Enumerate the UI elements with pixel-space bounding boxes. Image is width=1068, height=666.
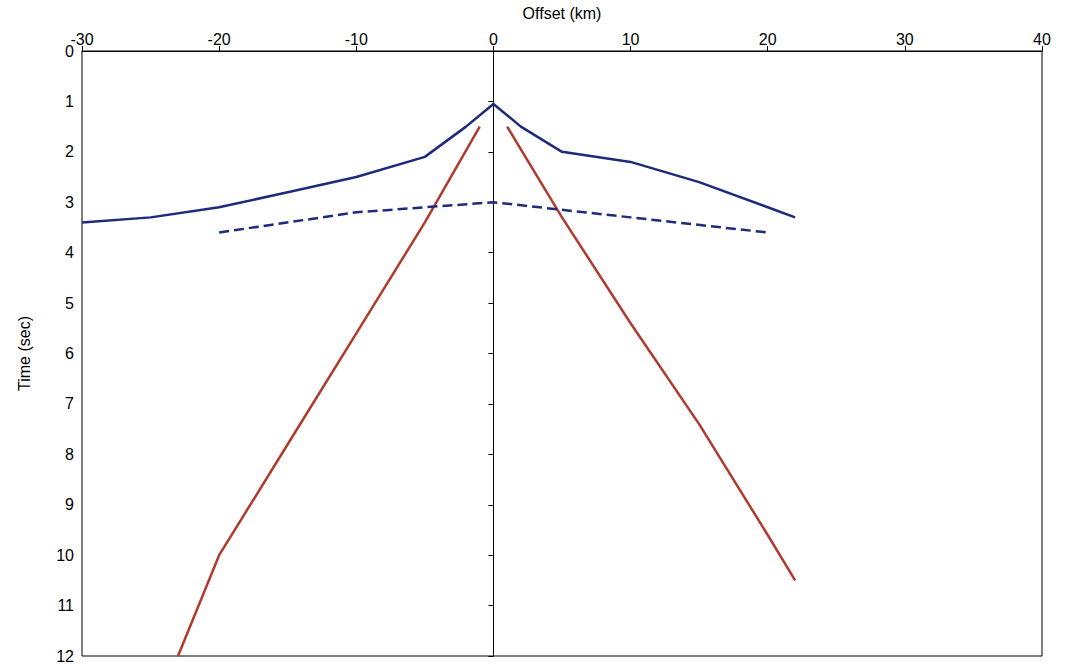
svg-text:30: 30 (896, 31, 914, 48)
svg-text:-30: -30 (70, 31, 93, 48)
svg-text:11: 11 (57, 597, 74, 614)
svg-text:10: 10 (622, 31, 640, 48)
svg-text:6: 6 (65, 345, 74, 362)
svg-text:0: 0 (65, 42, 74, 60)
svg-text:9: 9 (65, 496, 74, 513)
svg-text:5: 5 (65, 295, 74, 312)
svg-text:Offset (km): Offset (km) (523, 5, 602, 22)
svg-text:8: 8 (65, 446, 74, 463)
svg-text:40: 40 (1033, 31, 1051, 48)
svg-text:10: 10 (56, 547, 74, 564)
svg-text:3: 3 (65, 194, 74, 211)
svg-text:-10: -10 (345, 31, 368, 48)
svg-text:4: 4 (65, 244, 74, 261)
svg-text:7: 7 (65, 395, 74, 412)
svg-text:12: 12 (56, 648, 74, 665)
svg-text:-20: -20 (208, 31, 231, 48)
svg-text:0: 0 (489, 31, 498, 48)
svg-text:2: 2 (65, 143, 74, 160)
svg-text:1: 1 (65, 93, 74, 110)
svg-text:20: 20 (759, 31, 777, 48)
svg-text:Time (sec): Time (sec) (16, 316, 33, 391)
